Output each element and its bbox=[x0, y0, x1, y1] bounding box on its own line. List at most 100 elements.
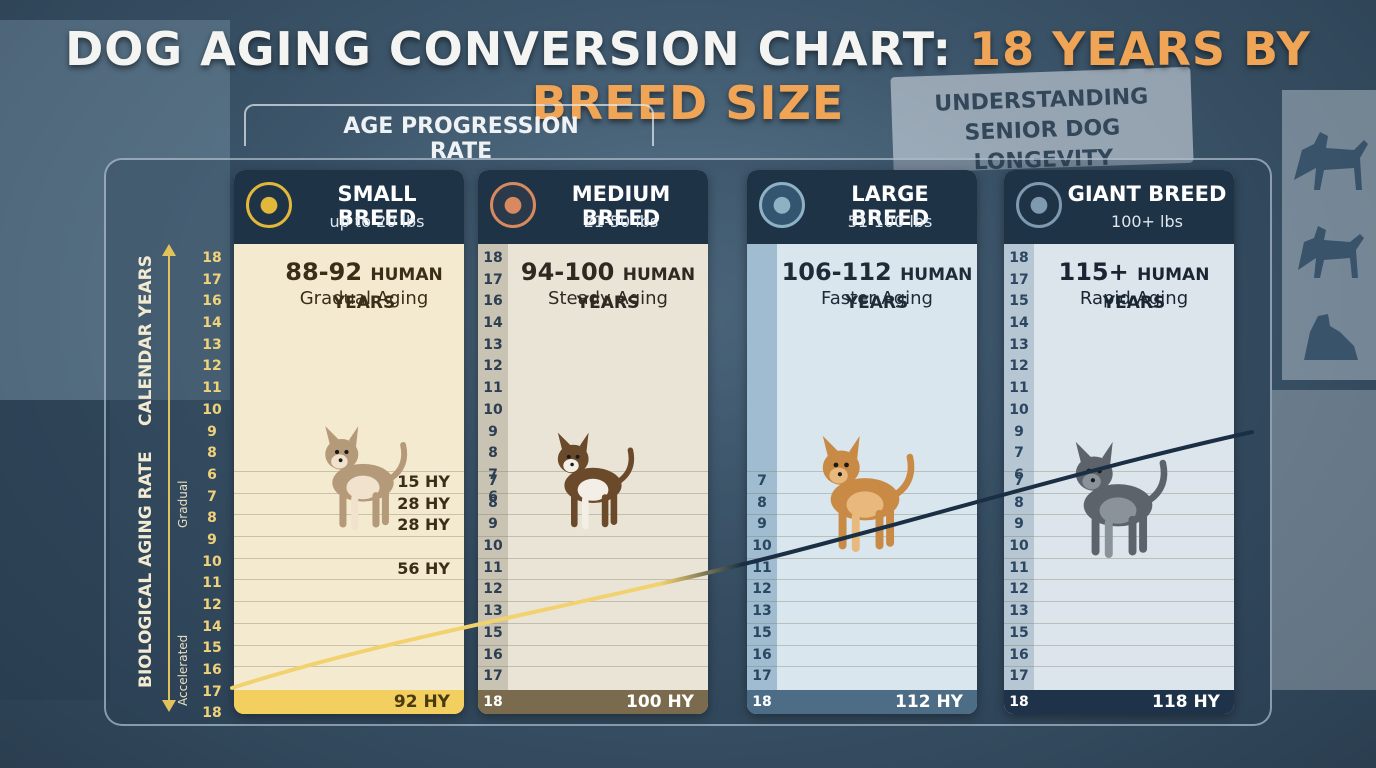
lane-year-label: 12 bbox=[483, 358, 503, 375]
lane-year-label: 9 bbox=[1014, 516, 1024, 533]
lane-year-label: 11 bbox=[1009, 380, 1029, 397]
human-years-mark: 28 HY bbox=[397, 515, 450, 535]
lane-year-label: 12 bbox=[1009, 358, 1029, 375]
breed-column-medium: ● MEDIUM BREED 21-50 lbs 18 17 16 14 13 12 11 1… bbox=[478, 170, 708, 714]
final-human-years: 118 HY bbox=[1152, 692, 1220, 712]
year-row bbox=[1004, 622, 1234, 645]
final-human-years: 112 HY bbox=[895, 692, 963, 712]
hy-range-word: HUMAN YEARS bbox=[576, 265, 696, 313]
lane-year-label: 8 bbox=[488, 494, 498, 511]
lane-year-label: 14 bbox=[1009, 315, 1029, 332]
outer-year-label: 12 bbox=[202, 358, 222, 375]
year-row bbox=[747, 557, 977, 580]
breed-weight: 100+ lbs bbox=[1111, 212, 1183, 231]
year-row bbox=[747, 601, 977, 623]
year-row bbox=[1004, 557, 1234, 580]
outer-year-label: 17 bbox=[202, 271, 222, 288]
title-main: DOG AGING CONVERSION CHART: bbox=[65, 22, 953, 76]
outer-year-label: 12 bbox=[202, 597, 222, 613]
year-row bbox=[747, 622, 977, 645]
lane-year-label: 16 bbox=[483, 646, 503, 663]
breed-weight: up to 20 lbs bbox=[329, 212, 425, 231]
outer-year-label: 9 bbox=[207, 531, 217, 548]
breed-column-large: ● LARGE BREED 51-100 lbs 7 8 9 10 11 12 13 15 16… bbox=[747, 170, 977, 714]
lane-year-label: 13 bbox=[1009, 336, 1029, 353]
lane-year-label: 8 bbox=[757, 494, 767, 511]
background-cabinet-right bbox=[1272, 390, 1376, 690]
year-lane: 7 8 9 10 11 12 13 15 16 17 bbox=[747, 244, 777, 714]
year-row bbox=[478, 601, 708, 623]
year-row bbox=[747, 666, 977, 688]
breed-title: SMALL BREED bbox=[337, 182, 417, 230]
outer-year-label: 16 bbox=[202, 293, 222, 310]
great-dane-illustration bbox=[1075, 441, 1168, 559]
breed-weight: 51-100 lbs bbox=[847, 212, 933, 231]
lane-year-label: 15 bbox=[1009, 293, 1029, 310]
hy-range-word: HUMAN YEARS bbox=[1102, 265, 1210, 313]
final-year-label: 18 bbox=[483, 694, 503, 710]
great-dane-icon: ● bbox=[1016, 182, 1062, 228]
year-row bbox=[234, 601, 464, 623]
aging-descriptor: Gradual Aging bbox=[299, 288, 429, 309]
year-row bbox=[747, 579, 977, 601]
breed-body: 7 8 9 10 11 12 13 15 16 17 106-112 HUMAN YEARS Fa… bbox=[747, 244, 977, 714]
breed-title: LARGE BREED bbox=[850, 182, 930, 230]
human-years-range: 88-92 HUMAN YEARS bbox=[264, 258, 464, 314]
year-row bbox=[478, 514, 708, 536]
aging-descriptor: Steady Aging bbox=[548, 288, 668, 309]
background-cabinet bbox=[0, 400, 110, 700]
outer-year-label: 14 bbox=[202, 618, 222, 635]
outer-year-label: 17 bbox=[202, 683, 222, 700]
year-row bbox=[478, 622, 708, 645]
lane-year-label: 6 bbox=[1014, 466, 1024, 483]
lane-year-label: 17 bbox=[1009, 668, 1029, 685]
lane-year-label: 11 bbox=[483, 559, 503, 576]
year-row bbox=[1004, 644, 1234, 667]
human-years-mark: 28 HY bbox=[397, 493, 450, 513]
year-row: 56 HY bbox=[234, 557, 464, 580]
lane-year-label: 11 bbox=[1009, 559, 1029, 576]
lane-year-label: 12 bbox=[483, 581, 503, 598]
breed-header: ● GIANT BREED 100+ lbs bbox=[1004, 170, 1234, 244]
beagle-icon: ● bbox=[490, 182, 536, 228]
breed-column-small: ● SMALL BREED up to 20 lbs 88-92 HUMAN Y… bbox=[234, 170, 464, 714]
lane-year-label: 16 bbox=[1009, 646, 1029, 663]
human-years-range: 115+ HUMAN YEARS bbox=[1034, 258, 1234, 314]
chihuahua-icon: ● bbox=[246, 182, 292, 228]
human-years-mark: 15 HY bbox=[397, 472, 450, 491]
final-age-bar: 92 HY bbox=[234, 690, 464, 714]
year-rows: 15 HY 28 HY 28 HY 56 HY bbox=[234, 471, 464, 688]
breed-body: 18 17 16 14 13 12 11 10 9 8 7 6 7 8 9 10 11 12 13 15 16 17 94… bbox=[478, 244, 708, 714]
lane-year-label: 12 bbox=[752, 581, 772, 598]
breed-header: ● MEDIUM BREED 21-50 lbs bbox=[478, 170, 708, 244]
lane-year-label: 7 bbox=[757, 473, 767, 489]
lane-year-label: 12 bbox=[1009, 581, 1029, 598]
lane-year-label: 13 bbox=[1009, 603, 1029, 620]
outer-year-label: 10 bbox=[202, 553, 222, 570]
breed-body: 18 17 15 14 13 12 11 10 9 7 6 7 8 9 10 11 12 13 15 16 17 115… bbox=[1004, 244, 1234, 714]
year-row bbox=[1004, 601, 1234, 623]
outer-year-label: 15 bbox=[202, 640, 222, 657]
lane-year-label: 9 bbox=[488, 423, 498, 440]
outer-year-label: 9 bbox=[207, 423, 217, 440]
final-age-bar: 18 100 HY bbox=[478, 690, 708, 714]
chihuahua-illustration bbox=[325, 426, 408, 530]
breed-body: 88-92 HUMAN YEARS Gradual Aging 15 HY 28 … bbox=[234, 244, 464, 714]
outer-year-label: 11 bbox=[202, 380, 222, 397]
final-human-years: 100 HY bbox=[626, 692, 694, 712]
lane-year-label: 11 bbox=[752, 559, 772, 576]
year-row bbox=[478, 579, 708, 601]
lane-year-label: 15 bbox=[483, 624, 503, 641]
aging-descriptor: Faster Aging bbox=[821, 288, 933, 309]
progression-bracket bbox=[244, 104, 654, 146]
year-row bbox=[234, 622, 464, 645]
lane-year-label: 10 bbox=[1009, 401, 1029, 418]
year-row bbox=[747, 644, 977, 667]
beagle-illustration bbox=[557, 432, 635, 530]
breed-title: MEDIUM BREED bbox=[571, 182, 671, 230]
lane-year-label: 16 bbox=[752, 646, 772, 663]
lane-year-label: 9 bbox=[488, 516, 498, 533]
year-row bbox=[234, 536, 464, 558]
aging-descriptor: Rapid Aging bbox=[1079, 288, 1189, 309]
year-row bbox=[1004, 666, 1234, 688]
